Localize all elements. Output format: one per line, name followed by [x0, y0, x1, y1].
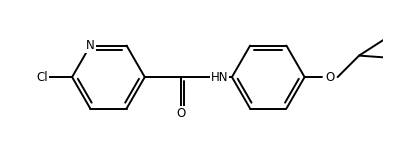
Text: O: O	[176, 107, 186, 120]
Text: N: N	[86, 39, 95, 52]
Text: Cl: Cl	[37, 70, 48, 84]
Text: HN: HN	[210, 70, 228, 84]
Text: O: O	[325, 70, 335, 84]
